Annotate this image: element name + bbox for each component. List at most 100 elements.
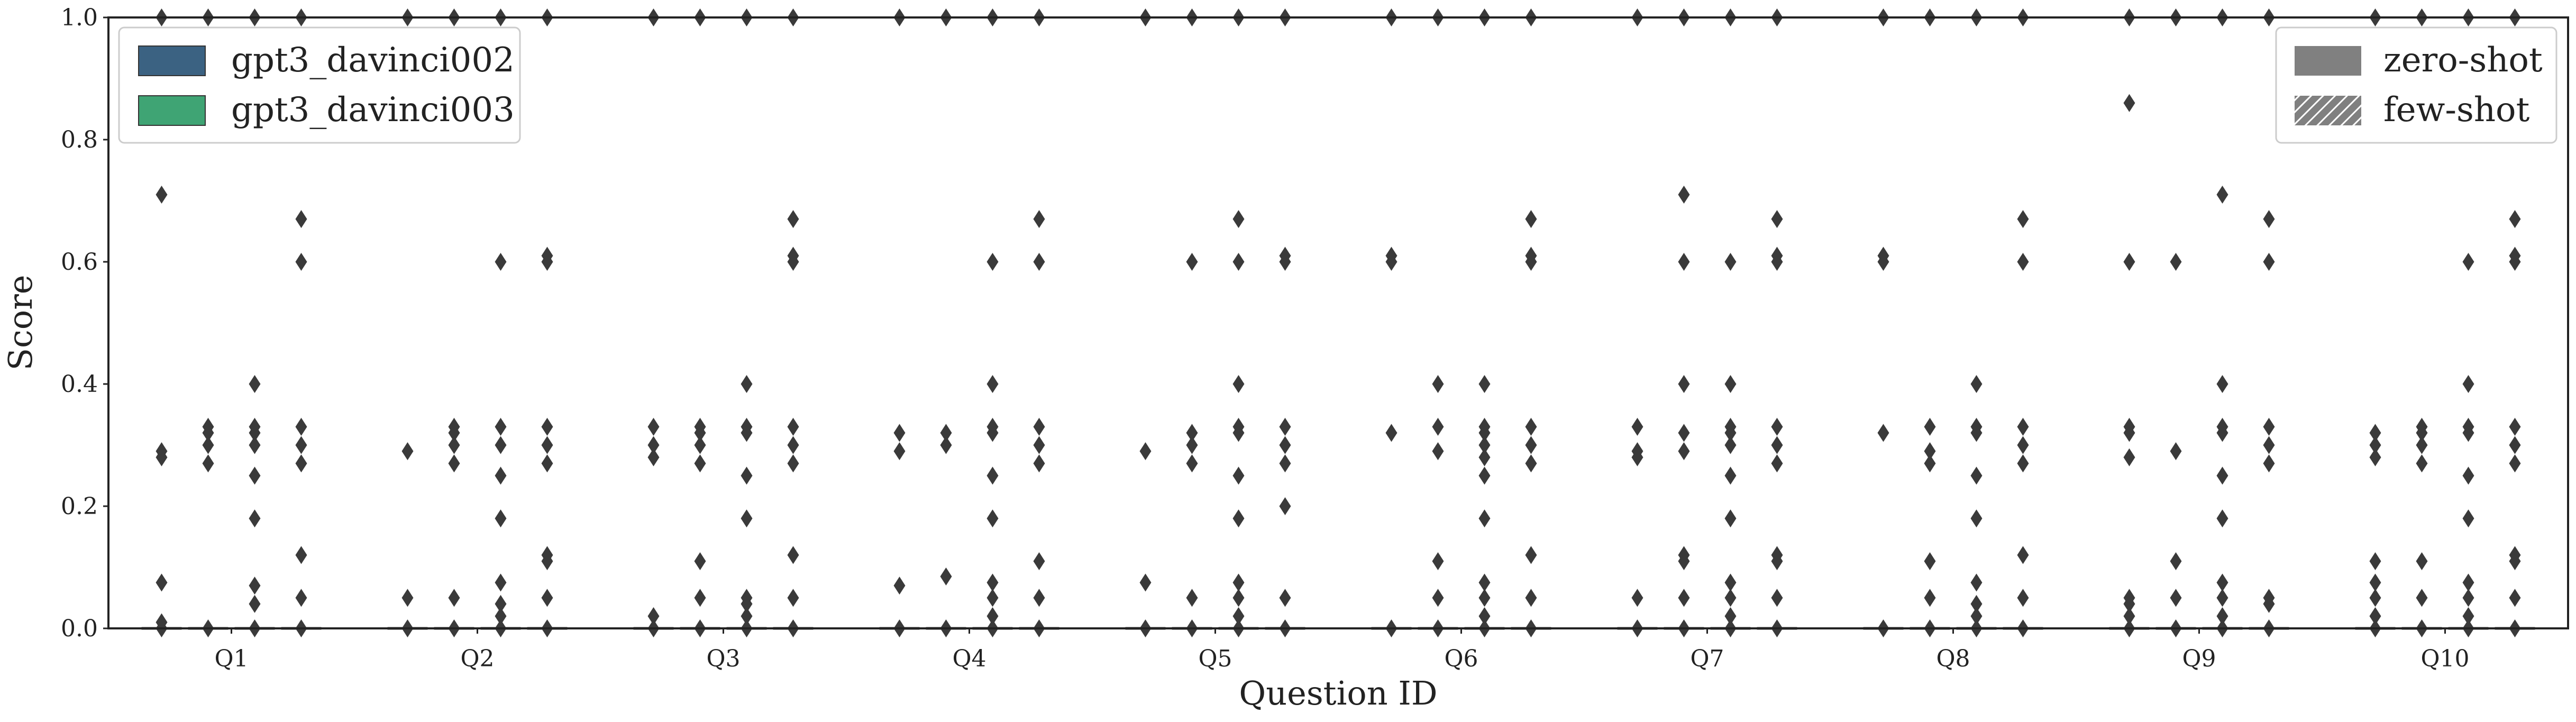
legend-label-few-shot: few-shot xyxy=(2383,90,2530,130)
outlier-marker xyxy=(401,589,414,607)
outlier-marker xyxy=(2462,589,2474,607)
outlier-marker xyxy=(2369,436,2381,454)
outlier-marker xyxy=(2416,436,2428,454)
outlier-marker xyxy=(541,436,553,454)
outlier-marker xyxy=(2509,417,2521,436)
legend-swatch-davinci003 xyxy=(138,95,206,126)
outlier-marker xyxy=(2170,589,2182,607)
outlier-marker xyxy=(495,573,507,592)
outlier-marker xyxy=(1432,589,1444,607)
outlier-marker xyxy=(495,436,507,454)
y-tick-label: 0.8 xyxy=(61,126,98,153)
outlier-marker xyxy=(1139,442,1152,461)
outlier-marker xyxy=(401,442,414,461)
outlier-marker xyxy=(1724,467,1737,485)
outlier-marker xyxy=(1478,417,1491,436)
outlier-marker xyxy=(1970,417,1983,436)
outlier-marker xyxy=(2462,573,2474,592)
outlier-marker xyxy=(156,573,168,592)
outlier-marker xyxy=(1432,375,1444,393)
outlier-marker xyxy=(1232,467,1245,485)
outlier-marker xyxy=(694,454,706,473)
outlier-marker xyxy=(986,375,999,393)
outlier-marker xyxy=(2416,454,2428,473)
x-tick-label: Q1 xyxy=(214,645,248,672)
outlier-marker xyxy=(1232,589,1245,607)
y-tick-label: 0.4 xyxy=(61,371,98,398)
outlier-marker xyxy=(2462,607,2474,625)
outlier-marker xyxy=(1232,210,1245,229)
legend-label-zero-shot: zero-shot xyxy=(2383,41,2543,80)
outlier-marker xyxy=(1432,442,1444,461)
plot-frame xyxy=(107,16,2569,629)
outlier-marker xyxy=(1232,375,1245,393)
outlier-marker xyxy=(448,589,460,607)
outlier-marker xyxy=(448,454,460,473)
outlier-marker xyxy=(448,436,460,454)
outlier-marker xyxy=(1279,454,1291,473)
outlier-marker xyxy=(1432,552,1444,570)
outlier-marker xyxy=(893,577,906,595)
outlier-marker xyxy=(1924,589,1936,607)
legend-label-davinci003: gpt3_davinci003 xyxy=(231,90,515,130)
outlier-marker xyxy=(249,436,261,454)
outlier-marker xyxy=(295,454,307,473)
outlier-marker xyxy=(2369,552,2381,570)
outlier-marker xyxy=(2263,454,2275,473)
outlier-marker xyxy=(295,436,307,454)
outlier-marker xyxy=(694,417,706,436)
outlier-marker xyxy=(249,577,261,595)
outlier-marker xyxy=(2369,424,2381,442)
outlier-marker xyxy=(2369,589,2381,607)
outlier-marker xyxy=(647,607,660,625)
outlier-marker xyxy=(249,467,261,485)
outlier-marker xyxy=(1385,246,1397,265)
outlier-marker xyxy=(2416,417,2428,436)
outlier-marker xyxy=(2416,552,2428,570)
y-axis-title: Score xyxy=(1,275,40,371)
outlier-marker xyxy=(2216,607,2228,625)
outlier-marker xyxy=(1432,417,1444,436)
y-tick-label: 0.6 xyxy=(61,249,98,276)
outlier-marker xyxy=(1771,210,1783,229)
outlier-marker xyxy=(1724,375,1737,393)
y-tick-label: 0.0 xyxy=(61,615,98,642)
outlier-marker xyxy=(1232,253,1245,271)
outlier-marker xyxy=(2216,185,2228,204)
outlier-marker xyxy=(495,595,507,613)
outlier-marker xyxy=(2263,253,2275,271)
outlier-marker xyxy=(2462,253,2474,271)
outlier-marker xyxy=(1724,253,1737,271)
outlier-marker xyxy=(2216,417,2228,436)
outlier-marker xyxy=(2017,589,2029,607)
x-tick-label: Q4 xyxy=(952,645,986,672)
outlier-marker xyxy=(2509,454,2521,473)
x-axis-title: Question ID xyxy=(1239,674,1437,712)
outlier-marker xyxy=(986,589,999,607)
outlier-marker xyxy=(2123,448,2135,467)
x-tick-label: Q3 xyxy=(706,645,740,672)
outlier-marker xyxy=(1724,436,1737,454)
outlier-marker xyxy=(1678,442,1690,461)
outlier-marker xyxy=(541,417,553,436)
outlier-marker xyxy=(2216,573,2228,592)
outlier-marker xyxy=(787,589,799,607)
outlier-marker xyxy=(741,417,753,436)
outlier-marker xyxy=(249,417,261,436)
outlier-marker xyxy=(1478,589,1491,607)
model-legend: gpt3_davinci002 gpt3_davinci003 xyxy=(118,26,521,144)
outlier-marker xyxy=(647,436,660,454)
outlier-marker xyxy=(986,573,999,592)
outlier-marker xyxy=(647,448,660,467)
outlier-marker xyxy=(1970,573,1983,592)
outlier-marker xyxy=(2017,417,2029,436)
outlier-marker xyxy=(1525,454,1537,473)
outlier-marker xyxy=(2416,589,2428,607)
outlier-marker xyxy=(1033,589,1045,607)
outlier-marker xyxy=(1631,589,1643,607)
outlier-marker xyxy=(1525,589,1537,607)
outlier-marker xyxy=(1724,417,1737,436)
outlier-marker xyxy=(541,546,553,564)
x-axis: Q1 Q2 Q3 Q4 Q5 Q6 Q7 Q8 Q9 Q10 xyxy=(214,628,2470,672)
y-axis: 0.0 0.2 0.4 0.6 0.8 1.0 xyxy=(61,4,108,642)
